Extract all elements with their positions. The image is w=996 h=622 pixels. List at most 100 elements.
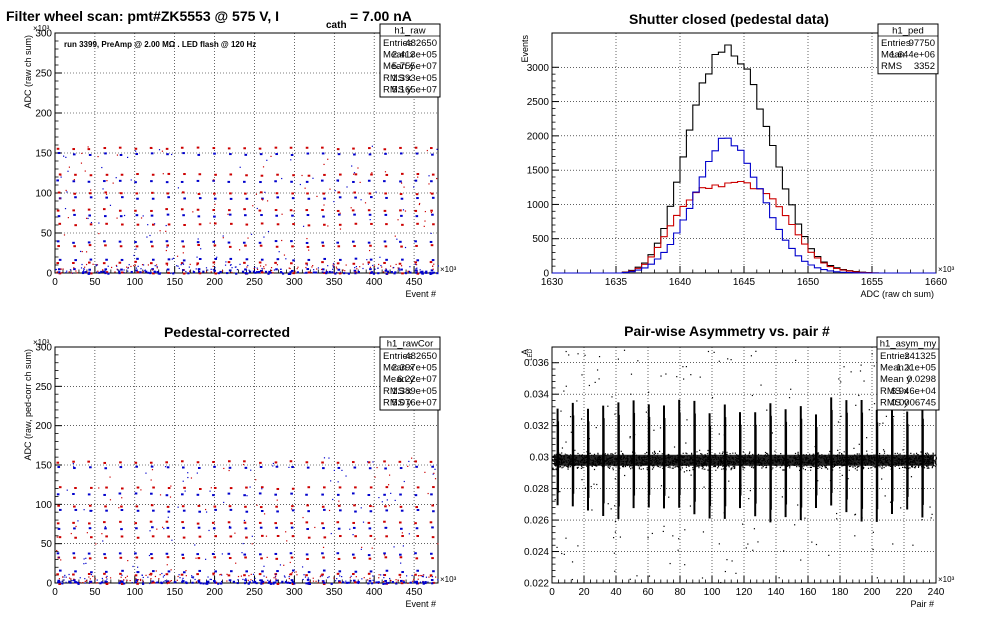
data-point [336, 148, 340, 151]
data-point [270, 155, 272, 157]
data-point [270, 267, 273, 269]
x-tick-label: 100 [704, 587, 721, 598]
data-point [339, 228, 342, 230]
data-point [136, 509, 140, 512]
data-point [165, 494, 169, 497]
data-point [432, 223, 435, 226]
data-point [205, 511, 208, 513]
data-point [212, 460, 215, 463]
data-point [322, 569, 326, 572]
data-point [415, 269, 418, 272]
data-point [368, 249, 371, 252]
data-point [60, 559, 62, 561]
data-point [561, 447, 564, 449]
y-tick-label: 100 [35, 500, 52, 511]
data-point [85, 217, 88, 219]
data-point [61, 272, 63, 274]
stats-value: 1.644e+06 [890, 50, 935, 61]
data-point [229, 197, 233, 200]
data-point [165, 224, 167, 227]
data-point [212, 527, 216, 530]
data-point [134, 492, 138, 495]
data-point [863, 380, 865, 382]
data-point [80, 162, 83, 164]
data-point [879, 423, 881, 425]
data-point [800, 559, 802, 561]
data-point [105, 576, 107, 578]
data-point [274, 180, 277, 183]
data-point [260, 486, 264, 489]
data-point [85, 263, 88, 266]
data-point [385, 272, 388, 275]
chart-title: Pedestal-corrected [164, 324, 290, 340]
data-point [104, 152, 107, 155]
data-point [231, 267, 233, 269]
data-point [56, 536, 58, 538]
data-point [859, 370, 862, 372]
data-point [402, 209, 405, 211]
data-point [804, 517, 806, 519]
data-point [245, 570, 248, 573]
data-point [321, 580, 325, 583]
data-point [154, 575, 157, 578]
data-point [134, 181, 137, 184]
data-point [235, 272, 238, 275]
data-point [383, 552, 386, 555]
data-point [322, 581, 326, 584]
data-point [370, 173, 373, 176]
data-point [274, 146, 278, 149]
data-point [116, 154, 119, 156]
data-point [73, 466, 75, 468]
data-point [118, 261, 122, 264]
data-point [854, 513, 857, 515]
data-point [181, 191, 185, 194]
data-point [159, 574, 161, 576]
data-point [275, 526, 278, 529]
data-point [102, 208, 106, 211]
data-point [56, 461, 60, 464]
data-point [251, 543, 253, 545]
data-point [368, 153, 372, 156]
data-point [57, 215, 61, 218]
data-point [290, 180, 293, 183]
data-point [330, 532, 332, 535]
data-point [283, 575, 286, 577]
data-point [398, 262, 402, 265]
data-point [258, 270, 261, 273]
x-tick-label: 60 [642, 587, 654, 598]
data-point [303, 574, 305, 576]
data-point [181, 580, 184, 583]
data-point [311, 266, 313, 268]
data-point [274, 240, 278, 243]
data-point [68, 573, 70, 576]
data-point [325, 272, 328, 275]
data-point [400, 182, 403, 184]
data-point [259, 265, 262, 267]
data-point [260, 222, 264, 225]
data-point [336, 209, 340, 212]
data-point [116, 217, 118, 219]
data-point [684, 564, 686, 566]
stats-value: 482650 [405, 351, 437, 362]
data-point [222, 237, 224, 239]
data-point [653, 429, 655, 431]
data-point [432, 268, 434, 270]
x-axis-label: Event # [405, 599, 436, 609]
data-point [135, 579, 139, 582]
data-point [299, 183, 301, 186]
data-point [364, 202, 367, 204]
data-point [273, 269, 276, 271]
data-point [135, 465, 138, 468]
data-point [173, 581, 176, 584]
data-point [339, 509, 342, 512]
data-point [104, 191, 108, 194]
data-point [192, 271, 196, 274]
stats-value: 1.21e+05 [896, 363, 936, 374]
data-point [430, 244, 434, 247]
data-point [252, 581, 255, 584]
data-point [617, 358, 620, 360]
data-point [156, 581, 159, 584]
data-point [912, 544, 914, 546]
data-point [197, 504, 201, 507]
data-point [307, 271, 311, 274]
